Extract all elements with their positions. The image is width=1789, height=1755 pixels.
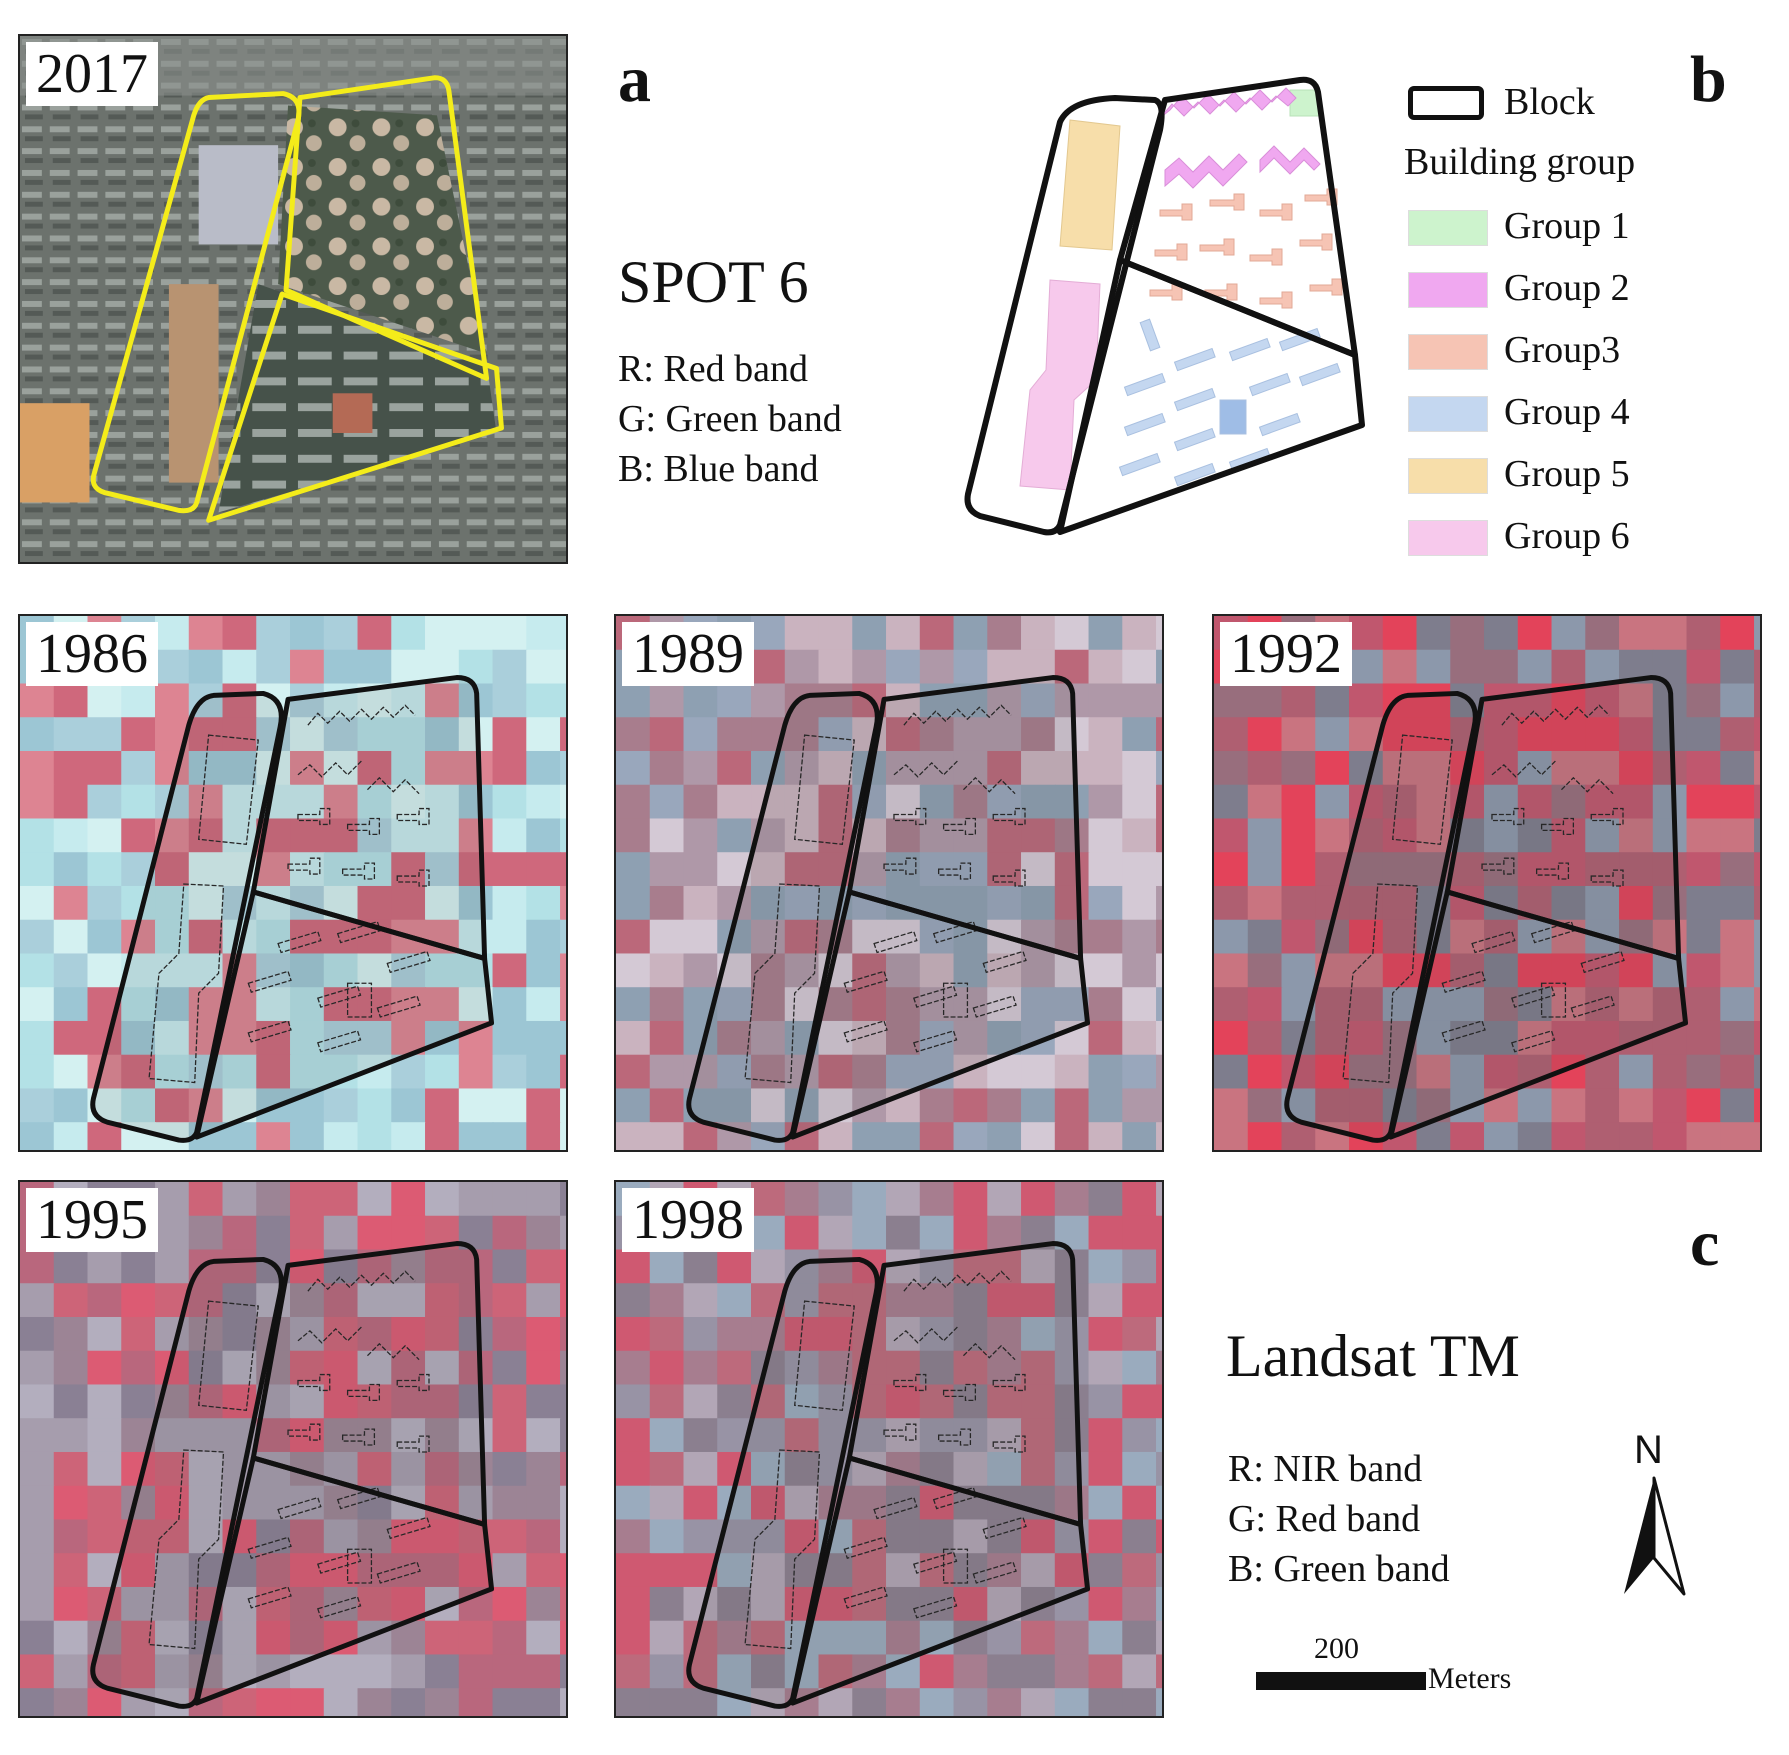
landsat-composite-image <box>616 616 1162 1150</box>
landsat-panel-1998: 1998 <box>614 1180 1164 1718</box>
year-label-1986: 1986 <box>26 622 158 686</box>
landsat-panel-1989: 1989 <box>614 614 1164 1152</box>
landsat-composite-image <box>20 616 566 1150</box>
panel-c-band-b: B: Green band <box>1228 1548 1450 1590</box>
spot6-image <box>20 36 566 562</box>
scale-value: 200 <box>1314 1632 1359 1665</box>
group-2-swatch <box>1408 272 1488 308</box>
panel-a-band-b: B: Blue band <box>618 448 819 490</box>
block-outlines <box>1284 675 1689 1143</box>
panel-c-band-r: R: NIR band <box>1228 1448 1423 1490</box>
year-label-1989: 1989 <box>622 622 754 686</box>
legend-title: Building group <box>1404 141 1636 183</box>
group3-buildings <box>1149 188 1343 309</box>
block-outlines <box>686 675 1091 1143</box>
panel-a-letter: a <box>618 43 651 116</box>
block-swatch <box>1408 86 1484 120</box>
group-5-swatch <box>1408 458 1488 494</box>
scale-bar-line <box>1256 1672 1426 1690</box>
building-group-map <box>964 76 1365 536</box>
group-1-label: Group 1 <box>1504 205 1630 247</box>
group-6-label: Group 6 <box>1504 515 1630 557</box>
group-3-swatch <box>1408 334 1488 370</box>
landsat-composite-image <box>616 1182 1162 1716</box>
group-5-label: Group 5 <box>1504 453 1630 495</box>
group-4-swatch <box>1408 396 1488 432</box>
year-label-1998: 1998 <box>622 1188 754 1252</box>
block-outlines <box>90 675 495 1143</box>
scale-unit: Meters <box>1428 1662 1512 1695</box>
building-outlines <box>1342 704 1625 1084</box>
building-outlines <box>744 1270 1027 1650</box>
block-outlines <box>686 1241 1091 1709</box>
panel-b-letter: b <box>1690 43 1727 116</box>
north-arrow: N <box>1614 1428 1694 1598</box>
panel-a-band-r: R: Red band <box>618 348 808 390</box>
landsat-composite-image <box>20 1182 566 1716</box>
group2-buildings <box>1159 87 1321 189</box>
group-4-label: Group 4 <box>1504 391 1630 433</box>
block-outlines-yellow <box>90 75 504 523</box>
group4-buildings <box>1118 318 1341 487</box>
year-label-1995: 1995 <box>26 1188 158 1252</box>
group-3-label: Group3 <box>1504 329 1621 371</box>
block-outlines-black <box>964 76 1365 536</box>
landsat-panel-1992: 1992 <box>1212 614 1762 1152</box>
group-6-swatch <box>1408 520 1488 556</box>
landsat-panel-1995: 1995 <box>18 1180 568 1718</box>
landsat-panel-1986: 1986 <box>18 614 568 1152</box>
panel-c-band-g: G: Red band <box>1228 1498 1421 1540</box>
legend-block-label: Block <box>1504 81 1595 123</box>
spot6-image-panel: 2017 <box>18 34 568 564</box>
scale-bar: 200 Meters <box>1256 1632 1536 1712</box>
group-1-swatch <box>1408 210 1488 246</box>
block-outlines <box>90 1241 495 1709</box>
group-2-label: Group 2 <box>1504 267 1630 309</box>
legend: Block Building group Group 1 Group 2 Gro… <box>1404 81 1708 566</box>
panel-a-sensor: SPOT 6 <box>618 249 809 315</box>
north-label: N <box>1634 1428 1663 1472</box>
group6-buildings <box>1019 279 1101 491</box>
panel-a-band-g: G: Green band <box>618 398 842 440</box>
landsat-composite-image <box>1214 616 1760 1150</box>
north-arrow-icon <box>1624 1476 1686 1596</box>
panel-c-sensor: Landsat TM <box>1226 1323 1520 1389</box>
panel-a-year-label: 2017 <box>26 42 158 106</box>
group5-buildings <box>1059 119 1121 251</box>
year-label-1992: 1992 <box>1220 622 1352 686</box>
panel-c-letter: c <box>1690 1207 1720 1280</box>
